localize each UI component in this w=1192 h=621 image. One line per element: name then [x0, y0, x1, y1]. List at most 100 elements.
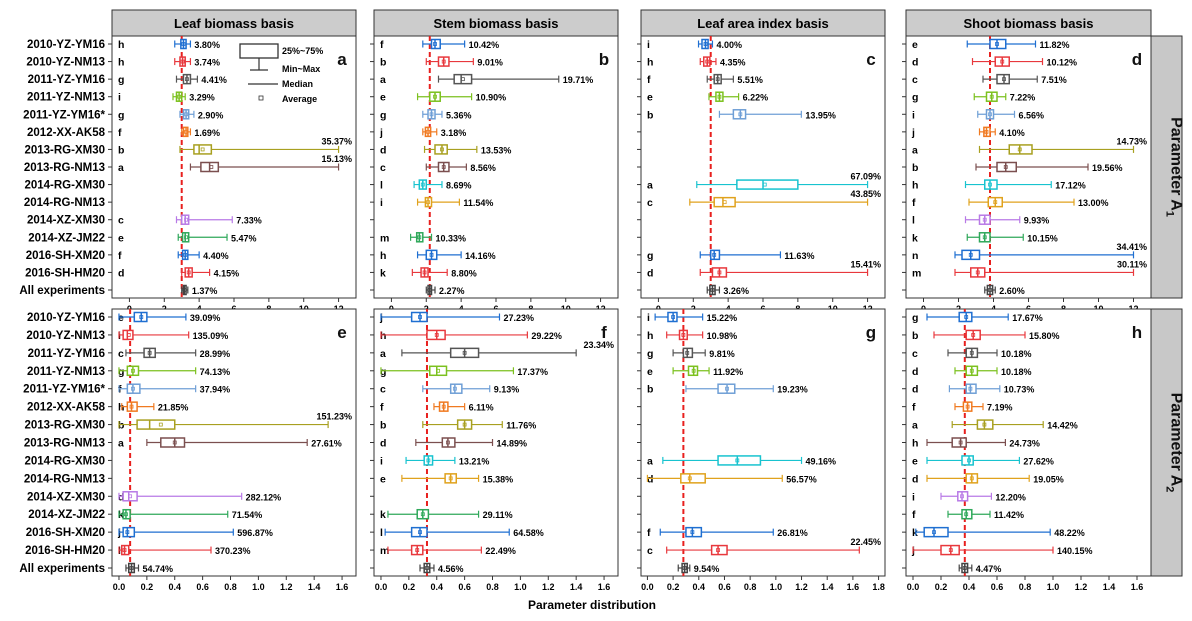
box	[984, 179, 998, 190]
mean-marker	[200, 147, 205, 152]
mean-marker	[183, 252, 188, 257]
cv-label: 27.62%	[1023, 456, 1054, 466]
cv-label: 21.85%	[158, 403, 189, 413]
mean-marker	[965, 404, 970, 409]
mean-marker	[180, 59, 185, 64]
significance-letter: i	[647, 312, 650, 324]
mean-marker	[415, 548, 420, 552]
experiment-label: 2011-YZ-YM16	[28, 74, 105, 86]
mean-marker	[184, 129, 188, 134]
cv-label: 8.69%	[446, 181, 472, 191]
significance-letter: f	[118, 250, 122, 262]
mean-marker	[725, 386, 729, 391]
mean-marker	[417, 235, 422, 240]
cv-label: 9.01%	[477, 58, 503, 68]
cv-label: 5.36%	[446, 110, 472, 120]
significance-letter: m	[380, 232, 389, 244]
panel-letter: c	[866, 50, 875, 69]
significance-letter: b	[118, 144, 124, 156]
significance-letter: c	[912, 348, 918, 360]
box	[680, 473, 706, 484]
cv-label: 15.41%	[850, 259, 881, 269]
significance-letter: b	[912, 162, 918, 174]
experiment-label: 2014-RG-XM30	[24, 180, 105, 192]
significance-letter: e	[118, 232, 124, 244]
experiment-label: 2010-YZ-NM13	[26, 330, 105, 342]
significance-letter: j	[379, 127, 383, 139]
cv-label: 3.80%	[194, 40, 220, 50]
mean-marker	[429, 112, 434, 117]
mean-marker	[172, 440, 177, 445]
panel-title: Leaf biomass basis	[174, 16, 294, 31]
significance-letter: i	[118, 92, 121, 104]
significance-letter: k	[118, 509, 124, 521]
panel-frame	[640, 308, 886, 577]
mean-marker	[982, 217, 987, 222]
significance-letter: a	[647, 455, 653, 467]
significance-letter: k	[912, 232, 918, 244]
panel-title-strip	[111, 9, 357, 37]
significance-letter: k	[912, 527, 918, 539]
cv-label: 3.18%	[441, 128, 467, 138]
mean-marker	[128, 494, 133, 499]
mean-marker	[969, 476, 974, 481]
cv-label: 135.09%	[193, 331, 229, 341]
significance-letter: a	[380, 348, 386, 360]
x-tick-label: 0.0	[113, 582, 126, 592]
cv-label: 4.00%	[716, 40, 742, 50]
cv-label: 11.92%	[713, 367, 743, 377]
mean-marker	[722, 200, 727, 205]
mean-marker	[445, 440, 450, 445]
legend-median-label: Median	[282, 79, 313, 89]
x-tick-label: 0.6	[991, 582, 1004, 592]
mean-marker	[969, 350, 974, 355]
significance-letter: f	[380, 402, 384, 414]
cv-label: 6.11%	[469, 403, 494, 413]
significance-letter: m	[380, 545, 389, 557]
box	[122, 491, 138, 502]
significance-letter: e	[912, 39, 918, 51]
cv-label: 10.42%	[469, 40, 500, 50]
cv-label: 39.09%	[190, 313, 221, 323]
x-tick-label: 1.0	[514, 582, 527, 592]
cv-label: 4.56%	[438, 564, 464, 574]
panel-letter: f	[601, 323, 607, 342]
significance-letter: e	[380, 92, 386, 104]
experiment-label: 2013-RG-XM30	[24, 144, 105, 156]
mean-marker	[705, 59, 710, 64]
significance-letter: d	[118, 267, 124, 279]
experiment-label: 2016-SH-HM20	[25, 267, 105, 279]
mean-marker	[426, 129, 430, 134]
significance-letter: c	[647, 197, 653, 209]
box	[923, 526, 949, 538]
significance-letter: d	[912, 384, 918, 396]
significance-letter: d	[647, 267, 653, 279]
significance-letter: h	[647, 330, 653, 342]
significance-letter: h	[912, 438, 918, 450]
significance-letter: g	[118, 74, 124, 86]
mean-marker	[184, 235, 188, 240]
experiment-label: 2013-RG-NM13	[24, 438, 105, 450]
significance-letter: i	[380, 197, 383, 209]
mean-marker	[436, 368, 441, 373]
mean-marker	[1017, 147, 1022, 152]
experiment-label: 2014-XZ-JM22	[28, 232, 105, 244]
mean-marker	[441, 59, 446, 64]
box	[193, 144, 213, 155]
mean-marker	[147, 350, 152, 355]
mean-marker	[982, 422, 987, 427]
panel-letter: g	[866, 323, 876, 342]
mean-marker	[988, 112, 992, 117]
cv-label: 3.26%	[723, 286, 749, 296]
mean-marker	[671, 315, 676, 319]
significance-letter: b	[380, 420, 386, 432]
significance-letter: f	[118, 384, 122, 396]
mean-marker	[186, 270, 191, 275]
row-label-text: Parameter A	[1168, 117, 1185, 211]
cv-label: 2.27%	[439, 286, 465, 296]
box	[996, 161, 1017, 173]
mean-marker	[177, 94, 182, 99]
experiment-label: All experiments	[19, 563, 105, 575]
panel-frame	[640, 35, 886, 299]
